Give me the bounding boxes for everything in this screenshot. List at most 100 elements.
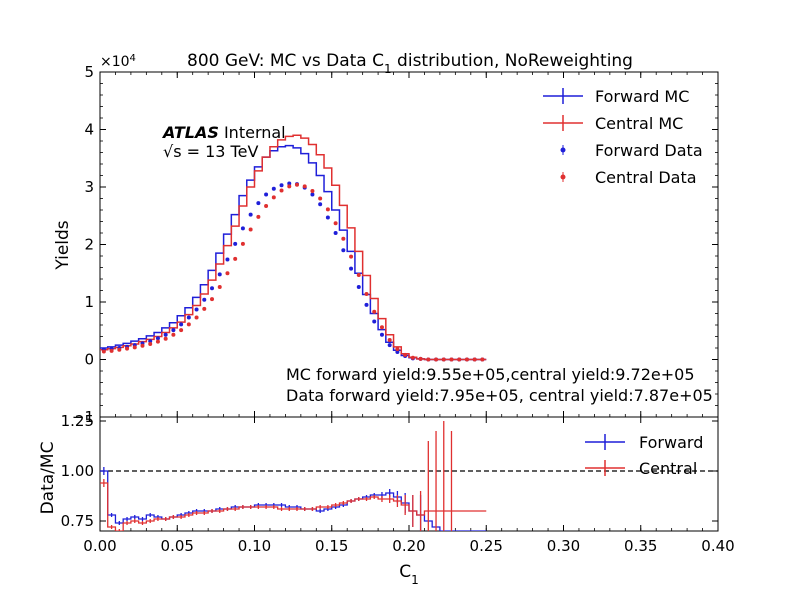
- ratio-y-tick-label: 0.75: [61, 512, 94, 530]
- main-y-tick-label: 2: [84, 236, 94, 254]
- x-axis-label: C1: [399, 562, 419, 587]
- x-tick-label: 0.05: [161, 537, 194, 555]
- legend-label-central-data: Central Data: [595, 168, 697, 187]
- point-forward-data: [256, 201, 261, 206]
- point-central-data: [248, 227, 253, 232]
- ratio-panel: 0.75 1.00 1.25 0.00 0.05 0.10 0.15 0.20 0.25 0.30…: [38, 412, 735, 587]
- legend-entry-central: Central: [585, 459, 697, 478]
- data-yield-annotation: Data forward yield:7.95e+05, central yie…: [286, 386, 713, 405]
- point-central-data: [294, 182, 299, 187]
- x-tick-label: 0.15: [315, 537, 348, 555]
- point-forward-data: [318, 202, 323, 207]
- ratio-y-tick-label: 1.00: [61, 462, 94, 480]
- point-forward-data: [233, 241, 238, 246]
- point-forward-data: [163, 332, 168, 337]
- point-forward-data: [379, 332, 384, 337]
- point-central-data: [148, 341, 153, 346]
- point-central-data: [441, 357, 446, 362]
- point-central-data: [434, 357, 439, 362]
- point-central-data: [426, 357, 431, 362]
- point-central-data: [132, 345, 137, 350]
- point-central-data: [372, 309, 377, 314]
- point-central-data: [333, 221, 338, 226]
- point-forward-data: [349, 266, 354, 271]
- point-central-data: [109, 348, 114, 353]
- ratio-y-tick-label: 1.25: [61, 412, 94, 430]
- point-central-data: [117, 347, 122, 352]
- point-central-data: [356, 272, 361, 277]
- point-forward-data: [171, 328, 176, 333]
- legend-label-central: Central: [639, 459, 697, 478]
- point-central-data: [163, 336, 168, 341]
- legend-entry-forward-mc: Forward MC: [543, 87, 689, 106]
- point-central-data: [449, 357, 454, 362]
- point-central-data: [318, 196, 323, 201]
- point-forward-data: [387, 343, 392, 348]
- point-forward-data: [333, 231, 338, 235]
- legend-entry-central-mc: Central MC: [543, 114, 683, 133]
- point-central-data: [217, 285, 222, 290]
- point-central-data: [364, 291, 369, 296]
- point-central-data: [186, 322, 191, 327]
- point-central-data: [225, 271, 230, 276]
- legend-entry-central-data: Central Data: [560, 168, 697, 187]
- point-forward-data: [217, 272, 222, 277]
- chart-title: 800 GeV: MC vs Data C1 distribution, NoR…: [187, 51, 633, 76]
- point-forward-data: [148, 339, 153, 344]
- x-tick-label: 0.40: [701, 537, 734, 555]
- series-central-mc-step: [100, 134, 487, 361]
- point-forward-data: [186, 315, 191, 320]
- point-forward-data: [395, 350, 400, 355]
- point-central-data: [202, 306, 207, 311]
- point-central-data: [287, 184, 292, 189]
- point-central-data: [125, 346, 130, 351]
- legend-label-forward: Forward: [639, 433, 703, 452]
- point-central-data: [302, 184, 307, 189]
- point-central-data: [240, 241, 245, 246]
- point-forward-data: [210, 286, 215, 291]
- point-central-data: [403, 352, 408, 357]
- x-tick-label: 0.30: [547, 537, 580, 555]
- point-central-data: [410, 355, 415, 360]
- point-forward-data: [271, 186, 276, 191]
- main-y-axis-label: Yields: [53, 220, 73, 270]
- main-y-tick-label: 1: [84, 293, 94, 311]
- main-series-group: [100, 134, 487, 362]
- point-central-data: [325, 207, 330, 212]
- series-forward-mc-step: [100, 144, 487, 361]
- point-central-data: [480, 357, 485, 362]
- main-panel: −1 0 1 2 3 4 5 800 GeV: MC vs Data C1 distribu…: [53, 51, 719, 426]
- x-tick-label: 0.25: [470, 537, 503, 555]
- point-forward-data: [364, 302, 369, 307]
- ratio-series-central-step: [100, 482, 487, 531]
- point-forward-data: [279, 183, 284, 188]
- point-forward-data: [240, 226, 245, 231]
- point-central-data: [171, 332, 176, 337]
- point-forward-data: [202, 297, 207, 302]
- point-central-data: [155, 339, 160, 344]
- ratio-series-clipped: [100, 421, 487, 531]
- legend-label-forward-data: Forward Data: [595, 141, 703, 160]
- point-central-data: [472, 357, 477, 362]
- x-tick-label: 0.20: [392, 537, 425, 555]
- point-central-data: [379, 325, 384, 330]
- point-central-data: [310, 189, 315, 194]
- point-forward-data: [264, 192, 269, 197]
- point-central-data: [395, 347, 400, 352]
- main-y-tick-label: −1: [72, 408, 94, 426]
- mc-yield-annotation: MC forward yield:9.55e+05,central yield:…: [286, 365, 695, 384]
- point-central-data: [179, 328, 184, 333]
- point-central-data: [418, 356, 423, 361]
- x-tick-label: 0.00: [83, 537, 116, 555]
- main-y-tick-label: 0: [84, 351, 94, 369]
- point-forward-data: [179, 322, 184, 327]
- point-forward-data: [325, 215, 330, 220]
- point-central-data: [387, 337, 392, 342]
- main-legend: Forward MC Central MC Forward Data Centr…: [543, 87, 703, 187]
- x-tick-label: 0.35: [624, 537, 657, 555]
- point-central-data: [101, 349, 106, 354]
- point-central-data: [279, 188, 284, 193]
- point-central-data: [464, 357, 469, 362]
- point-central-data: [264, 203, 269, 208]
